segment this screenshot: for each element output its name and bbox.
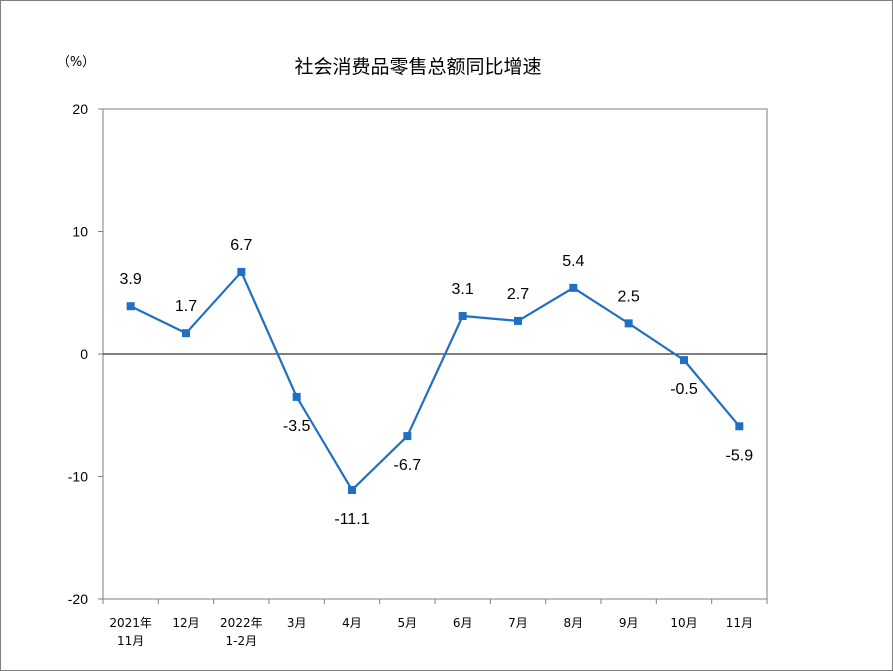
- x-tick-label: 6月: [453, 616, 473, 630]
- x-tick-label: 12月: [172, 616, 199, 630]
- data-point: [569, 283, 578, 292]
- data-label: 1.7: [175, 298, 197, 315]
- data-label: 6.7: [230, 237, 252, 254]
- data-label: -0.5: [670, 381, 698, 398]
- y-tick-label: 20: [72, 101, 88, 117]
- x-tick-label: 10月: [670, 616, 697, 630]
- x-tick-label: 3月: [287, 616, 307, 630]
- chart-title: 社会消费品零售总额同比增速: [294, 56, 541, 78]
- x-tick-label: 8月: [564, 616, 584, 630]
- x-tick-label: 11月: [726, 616, 753, 630]
- y-axis: -20 -10 0 10 20: [68, 101, 103, 607]
- data-point: [458, 312, 467, 321]
- x-tick-label: 2022年 1-2月: [220, 616, 263, 648]
- y-axis-unit-label: （%）: [57, 55, 95, 70]
- x-tick-label: 2021年 11月: [109, 616, 152, 648]
- data-label: 3.1: [452, 281, 474, 298]
- data-point: [182, 329, 190, 338]
- series-layer: 3.9 1.7 6.7 -3.5 -11.1 -6.7 3.1 2.7 5.4 2.5 -0.5 -5…: [120, 237, 754, 528]
- data-label: 5.4: [562, 253, 584, 270]
- y-tick-label: -20: [68, 591, 88, 607]
- y-tick-label: -10: [68, 469, 88, 485]
- data-point: [680, 356, 688, 365]
- data-point: [348, 485, 356, 494]
- x-tick-label: 5月: [398, 616, 418, 630]
- data-label: 2.7: [507, 286, 529, 303]
- data-point: [126, 302, 135, 311]
- x-axis: 2021年 11月 12月 2022年 1-2月 3月 4月 5月 6月 7月 8月 9月 10月 11月: [102, 599, 768, 648]
- data-label: -11.1: [334, 511, 369, 528]
- x-tick-label: 9月: [619, 616, 639, 630]
- y-tick-label: 0: [80, 346, 88, 362]
- data-point: [237, 267, 246, 276]
- data-label: -5.9: [726, 447, 754, 464]
- x-tick-label: 4月: [342, 616, 362, 630]
- data-label: -6.7: [394, 457, 422, 474]
- data-label: 3.9: [120, 271, 142, 288]
- data-point: [624, 319, 633, 328]
- data-point: [514, 316, 522, 325]
- data-point: [292, 392, 301, 401]
- data-point: [735, 422, 744, 431]
- series-line: [130, 270, 741, 492]
- data-label: -3.5: [283, 418, 311, 435]
- data-label: 2.5: [618, 288, 640, 305]
- y-tick-label: 10: [72, 224, 88, 240]
- x-tick-label: 7月: [508, 616, 528, 630]
- data-point: [403, 432, 412, 441]
